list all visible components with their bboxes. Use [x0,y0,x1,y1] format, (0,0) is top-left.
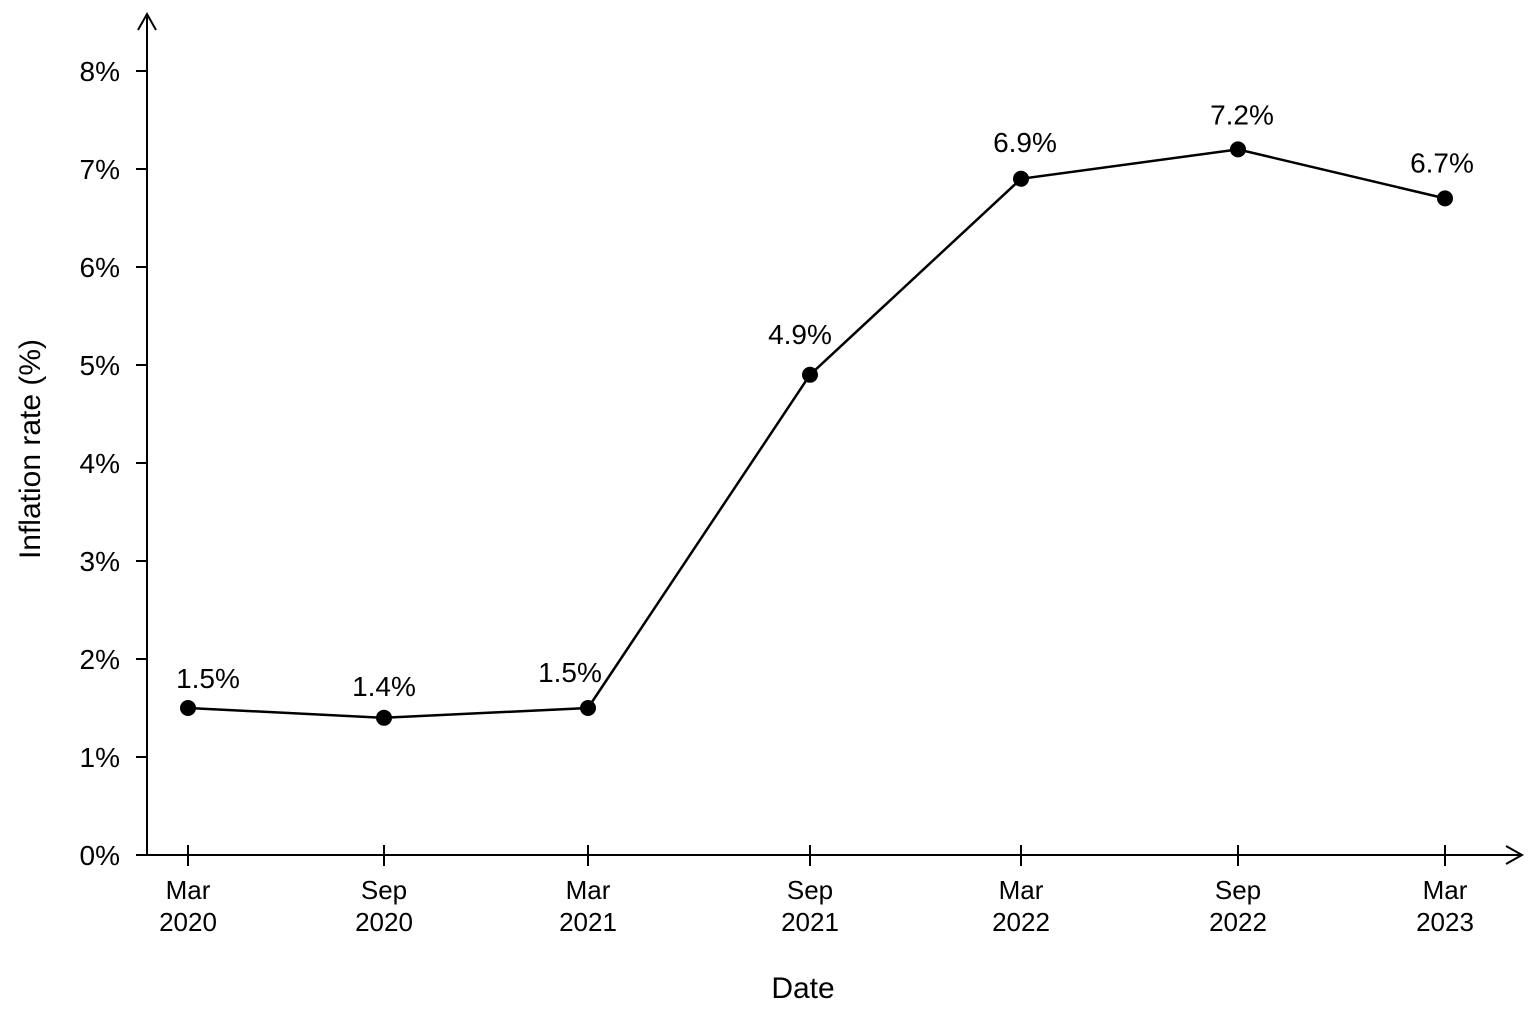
x-ticks: Mar2020Sep2020Mar2021Sep2021Mar2022Sep20… [159,845,1474,937]
data-label: 7.2% [1210,99,1274,130]
y-axis-arrow [137,11,157,31]
x-tick-label-year: 2021 [781,907,839,937]
x-tick-label-year: 2020 [355,907,413,937]
x-tick-label-month: Mar [166,875,211,905]
y-ticks: 0% 1% 2% 3% 4% 5% 6% 7% 8% [80,56,147,871]
data-point [180,700,196,716]
x-axis-title: Date [771,972,834,1005]
data-labels: 1.5% 1.4% 1.5% 4.9% 6.9% 7.2% 6.7% [176,99,1474,701]
x-tick-label-month: Sep [361,875,407,905]
y-axis-title: Inflation rate (%) [14,339,47,559]
y-tick-label: 4% [80,448,120,479]
x-axis-arrow [1505,845,1525,865]
y-tick-label: 1% [80,742,120,773]
x-tick-label-month: Sep [1215,875,1261,905]
data-label: 1.5% [538,657,602,688]
x-tick-label-month: Mar [566,875,611,905]
data-point [1230,141,1246,158]
data-label: 1.4% [352,671,416,702]
data-point [802,366,818,383]
data-point [376,709,392,726]
y-tick-label: 8% [80,56,120,87]
y-tick-label: 2% [80,644,120,675]
data-point [1013,170,1029,187]
data-point [580,700,596,716]
y-tick-label: 5% [80,350,120,381]
series-line [187,148,1446,720]
data-label: 4.9% [768,319,832,350]
y-tick-label: 6% [80,252,120,283]
x-tick-label-year: 2022 [1209,907,1267,937]
x-tick-label-year: 2023 [1416,907,1474,937]
y-tick-label: 3% [80,546,120,577]
x-tick-label-year: 2020 [159,907,217,937]
x-tick-label-month: Sep [787,875,833,905]
x-tick-label-month: Mar [999,875,1044,905]
y-tick-label: 0% [80,840,120,871]
data-label: 6.7% [1410,147,1474,178]
data-label: 6.9% [993,127,1057,158]
axes [137,11,1525,865]
x-tick-label-year: 2022 [992,907,1050,937]
data-label: 1.5% [176,663,240,694]
x-tick-label-month: Mar [1423,875,1468,905]
y-tick-label: 7% [80,154,120,185]
data-point [1437,190,1453,207]
series [180,141,1453,726]
x-tick-label-year: 2021 [559,907,617,937]
